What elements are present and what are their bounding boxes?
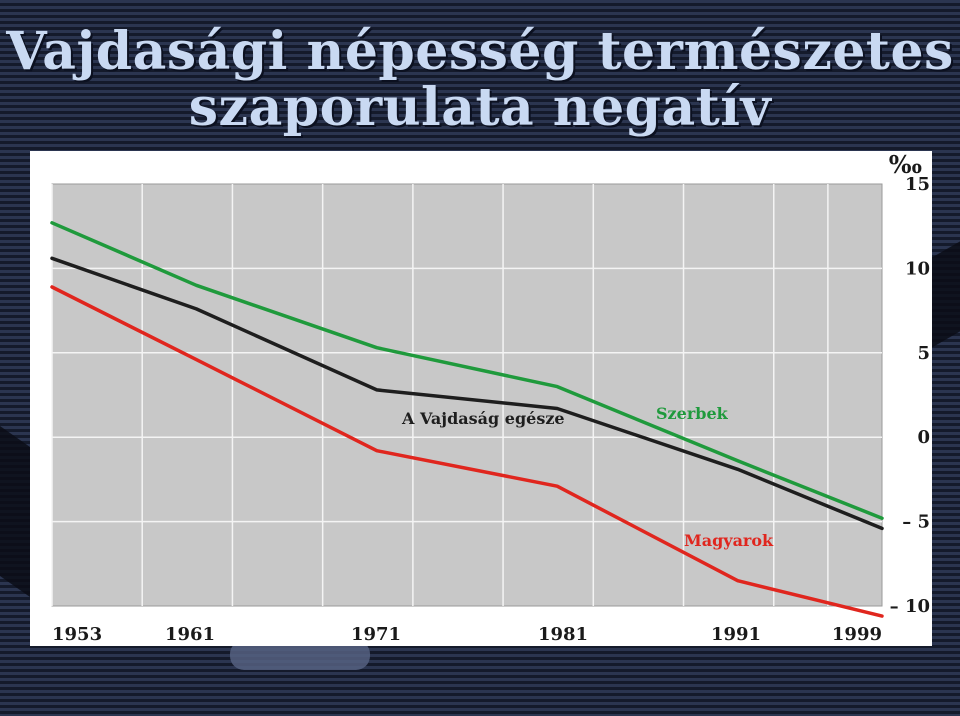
series-line-2 [50,256,884,531]
series-label-2: A Vajdaság egésze [401,409,565,428]
x-tick-label: 1971 [351,624,401,645]
x-tick-label: 1953 [52,624,102,645]
x-tick-label: 1991 [711,624,761,645]
y-tick-label: – 5 [902,512,930,533]
series-line-3 [50,285,884,618]
slide-title-line-1: Vajdasági népesség természetes [6,21,954,82]
series-label-1: Szerbek [656,404,729,423]
x-tick-label: 1961 [165,624,215,645]
slide-title: Vajdasági népesség természetes szaporula… [0,24,960,136]
plot-area [51,183,883,607]
y-tick-label: 10 [905,258,930,279]
x-tick-label: 1981 [538,624,588,645]
line-chart: Szerbek A Vajdaság egésze Magyarok 1953 1961… [50,151,930,645]
series-label-3: Magyarok [684,531,774,550]
decorative-shape-right [930,241,960,349]
y-tick-label: 5 [917,343,930,364]
slide-title-line-2: szaporulata negatív [188,77,772,138]
x-tick-label: 1999 [832,624,882,645]
y-tick-label: – 10 [890,596,930,617]
y-tick-label: 15 [905,174,930,195]
chart-panel: Szerbek A Vajdaság egésze Magyarok 1953 1961… [30,151,932,646]
series-line-1 [50,221,884,520]
y-unit-label: ‰ [889,151,922,179]
y-tick-label: 0 [917,427,930,448]
